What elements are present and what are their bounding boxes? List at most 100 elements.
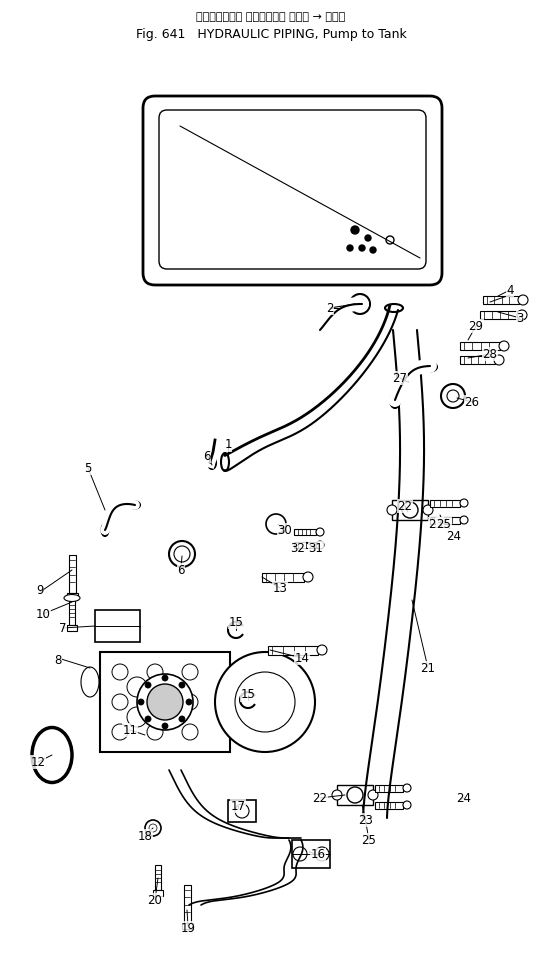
Bar bbox=[294, 529, 316, 535]
Text: 14: 14 bbox=[294, 652, 310, 664]
Text: 31: 31 bbox=[308, 541, 324, 555]
Text: 18: 18 bbox=[137, 829, 153, 843]
Text: 25: 25 bbox=[362, 834, 376, 846]
Circle shape bbox=[460, 516, 468, 524]
Text: 29: 29 bbox=[469, 320, 483, 332]
Circle shape bbox=[147, 664, 163, 680]
Circle shape bbox=[174, 546, 190, 562]
Circle shape bbox=[162, 675, 168, 681]
Circle shape bbox=[316, 541, 324, 549]
Text: Fig. 641   HYDRAULIC PIPING, Pump to Tank: Fig. 641 HYDRAULIC PIPING, Pump to Tank bbox=[136, 28, 406, 41]
Text: 23: 23 bbox=[358, 814, 374, 826]
Circle shape bbox=[317, 645, 327, 655]
Circle shape bbox=[517, 310, 527, 320]
Bar bbox=[392, 500, 428, 520]
Text: 6: 6 bbox=[203, 450, 211, 462]
Circle shape bbox=[215, 652, 315, 752]
Text: 28: 28 bbox=[483, 348, 497, 360]
Text: 27: 27 bbox=[393, 372, 407, 384]
Circle shape bbox=[359, 245, 365, 251]
Ellipse shape bbox=[385, 304, 403, 312]
Text: 7: 7 bbox=[59, 621, 67, 635]
Ellipse shape bbox=[130, 502, 140, 508]
Bar bbox=[69, 555, 76, 593]
Text: 21: 21 bbox=[420, 662, 435, 674]
Circle shape bbox=[127, 677, 147, 697]
Circle shape bbox=[162, 723, 168, 729]
Bar bbox=[95, 610, 140, 642]
Ellipse shape bbox=[221, 453, 229, 471]
Bar bbox=[460, 356, 495, 364]
Text: 22: 22 bbox=[313, 792, 327, 804]
Circle shape bbox=[182, 664, 198, 680]
Circle shape bbox=[147, 684, 183, 720]
Circle shape bbox=[315, 847, 329, 861]
Circle shape bbox=[423, 505, 433, 515]
Text: 24: 24 bbox=[457, 792, 471, 804]
Circle shape bbox=[149, 824, 157, 832]
Text: 11: 11 bbox=[123, 723, 137, 737]
Circle shape bbox=[365, 235, 371, 241]
Circle shape bbox=[403, 801, 411, 809]
Bar bbox=[182, 923, 193, 929]
Ellipse shape bbox=[102, 524, 109, 536]
Circle shape bbox=[145, 820, 161, 836]
Circle shape bbox=[147, 724, 163, 740]
FancyBboxPatch shape bbox=[159, 110, 426, 269]
Text: 30: 30 bbox=[277, 524, 292, 536]
Bar bbox=[292, 840, 330, 868]
Ellipse shape bbox=[208, 457, 216, 469]
Text: 3: 3 bbox=[516, 311, 523, 325]
Text: 32: 32 bbox=[291, 541, 305, 555]
Text: 2: 2 bbox=[326, 301, 334, 315]
Ellipse shape bbox=[423, 362, 437, 372]
Bar bbox=[67, 593, 78, 599]
Circle shape bbox=[137, 674, 193, 730]
Circle shape bbox=[182, 724, 198, 740]
Circle shape bbox=[163, 677, 183, 697]
Bar bbox=[375, 785, 403, 792]
Ellipse shape bbox=[64, 594, 80, 602]
Circle shape bbox=[402, 502, 418, 518]
Circle shape bbox=[370, 247, 376, 253]
Bar bbox=[460, 342, 500, 350]
Circle shape bbox=[179, 682, 185, 688]
Bar bbox=[337, 785, 373, 805]
Circle shape bbox=[138, 699, 144, 705]
Bar bbox=[155, 865, 161, 890]
Text: 8: 8 bbox=[54, 654, 62, 666]
Circle shape bbox=[441, 384, 465, 408]
Text: 17: 17 bbox=[230, 799, 245, 813]
Bar bbox=[375, 802, 403, 809]
Circle shape bbox=[518, 295, 528, 305]
Circle shape bbox=[347, 245, 353, 251]
Circle shape bbox=[350, 294, 370, 314]
Text: 25: 25 bbox=[437, 517, 451, 531]
Text: 6: 6 bbox=[177, 563, 185, 577]
Text: 12: 12 bbox=[30, 756, 46, 768]
Circle shape bbox=[347, 787, 363, 803]
Ellipse shape bbox=[32, 727, 72, 783]
Circle shape bbox=[447, 390, 459, 402]
FancyBboxPatch shape bbox=[143, 96, 442, 285]
Circle shape bbox=[112, 724, 128, 740]
Bar bbox=[480, 311, 518, 319]
Text: 20: 20 bbox=[148, 894, 162, 906]
Bar bbox=[262, 573, 304, 582]
Circle shape bbox=[147, 694, 163, 710]
Ellipse shape bbox=[81, 667, 99, 697]
Circle shape bbox=[112, 664, 128, 680]
Bar bbox=[268, 646, 318, 655]
Text: 22: 22 bbox=[397, 500, 413, 512]
Ellipse shape bbox=[390, 392, 400, 408]
Circle shape bbox=[316, 528, 324, 536]
Circle shape bbox=[163, 707, 183, 727]
Circle shape bbox=[293, 847, 307, 861]
Bar bbox=[100, 652, 230, 752]
Text: 15: 15 bbox=[241, 689, 255, 701]
Text: 9: 9 bbox=[36, 584, 44, 596]
Bar bbox=[228, 800, 256, 822]
Text: 23: 23 bbox=[428, 517, 444, 531]
Circle shape bbox=[186, 699, 192, 705]
Circle shape bbox=[499, 341, 509, 351]
